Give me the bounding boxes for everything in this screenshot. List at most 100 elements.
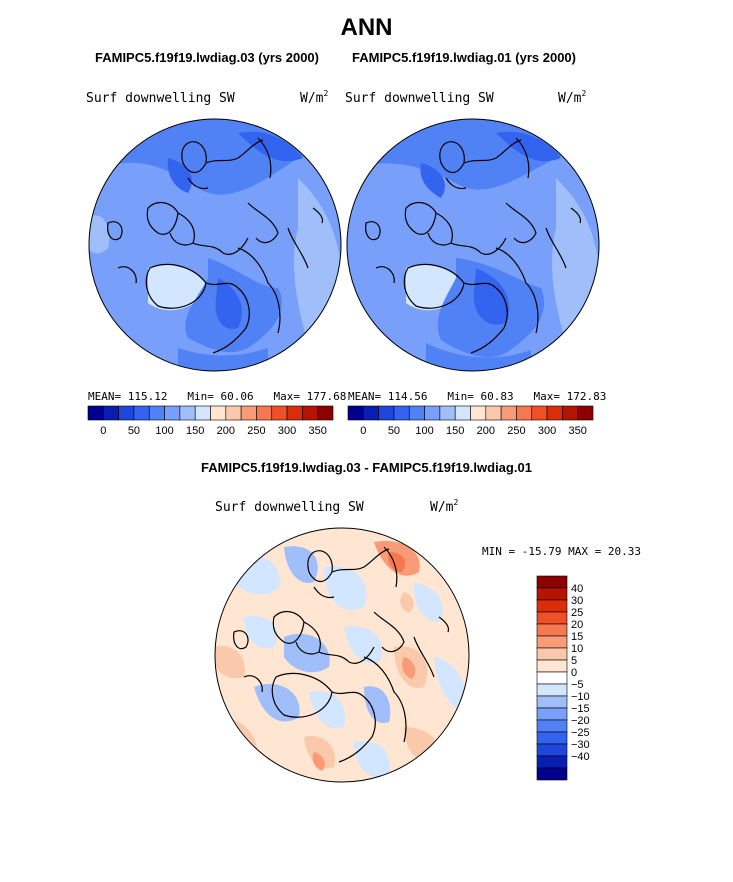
diff-colorbar-label: −40: [571, 751, 590, 763]
diff-colorbar-label: 25: [571, 607, 583, 619]
left-colorbar-swatch: [103, 405, 119, 421]
right-mean: MEAN= 114.56: [348, 390, 428, 403]
diff-colorbar-label: −10: [571, 691, 590, 703]
right-colorbar-label: 100: [415, 425, 433, 437]
left-colorbar-swatch: [148, 405, 165, 421]
figure-title: ANN: [340, 14, 393, 41]
right-colorbar-swatch: [470, 405, 487, 421]
right-colorbar-label: 50: [388, 425, 400, 437]
diff-colorbar-swatch: [536, 659, 568, 673]
diff-colorbar-swatch: [536, 767, 568, 781]
diff-colorbar-label: −25: [571, 727, 590, 739]
diff-colorbar-swatch: [536, 743, 568, 757]
diff-minmax: MIN = -15.79 MAX = 20.33: [482, 545, 641, 558]
difference-title: FAMIPC5.f19f19.lwdiag.03 - FAMIPC5.f19f1…: [201, 460, 532, 475]
left-colorbar-label: 350: [309, 425, 327, 437]
right-colorbar-swatch: [439, 405, 456, 421]
diff-colorbar-swatch: [536, 755, 568, 769]
diff-colorbar-label: 30: [571, 595, 583, 607]
left-min: Min= 60.06: [187, 390, 254, 403]
left-colorbar-label: 200: [217, 425, 235, 437]
diff-colorbar-label: −5: [571, 679, 584, 691]
left-colorbar-label: 150: [186, 425, 204, 437]
right-colorbar-swatch: [454, 405, 471, 421]
left-stats: MEAN= 115.12 Min= 60.06 Max= 177.68: [88, 390, 346, 403]
diff-colorbar-label: 40: [571, 583, 583, 595]
right-colorbar-swatch: [485, 405, 502, 421]
left-colorbar-swatch: [302, 405, 318, 421]
right-colorbar-swatch: [531, 405, 548, 421]
right-colorbar-swatch: [516, 405, 533, 421]
diff-colorbar-swatch: [536, 731, 568, 745]
diff-colorbar-swatch: [536, 623, 568, 637]
diff-colorbar-swatch: [536, 587, 568, 601]
right-units-label: W/m2: [558, 89, 587, 106]
diff-colorbar-label: 15: [571, 631, 583, 643]
right-stats: MEAN= 114.56 Min= 60.83 Max= 172.83: [348, 390, 606, 403]
diff-colorbar-label: 5: [571, 655, 577, 667]
diff-colorbar-swatch: [536, 707, 568, 721]
left-colorbar-label: 0: [100, 425, 106, 437]
right-colorbar-swatch: [393, 405, 410, 421]
left-case-title: FAMIPC5.f19f19.lwdiag.03 (yrs 2000): [95, 50, 319, 65]
right-colorbar-swatch: [500, 405, 517, 421]
left-colorbar-swatch: [164, 405, 181, 421]
left-max: Max= 177.68: [273, 390, 347, 403]
right-colorbar-swatch: [378, 405, 395, 421]
diff-colorbar-label: −30: [571, 739, 590, 751]
left-units-label: W/m2: [300, 89, 329, 106]
right-colorbar-label: 250: [507, 425, 525, 437]
diff-colorbar-swatch: [536, 575, 568, 589]
diff-colorbar-swatch: [536, 683, 568, 697]
left-colorbar-swatch: [118, 405, 135, 421]
right-case-title: FAMIPC5.f19f19.lwdiag.01 (yrs 2000): [352, 50, 576, 65]
left-colorbar-swatch: [317, 405, 334, 421]
left-mean: MEAN= 115.12: [88, 390, 168, 403]
right-variable-label: Surf downwelling SW: [345, 91, 494, 106]
right-max: Max= 172.83: [533, 390, 607, 403]
diff-colorbar-swatch: [536, 635, 568, 649]
right-colorbar-swatch: [347, 405, 364, 421]
diff-colorbar-swatch: [536, 599, 568, 613]
diff-colorbar-label: 0: [571, 667, 577, 679]
left-colorbar-label: 100: [155, 425, 173, 437]
diff-colorbar-label: −15: [571, 703, 590, 715]
left-colorbar: 0 50 100 150 200 250 300 350: [87, 405, 334, 437]
left-colorbar-swatch: [87, 405, 104, 421]
right-colorbar-label: 0: [360, 425, 366, 437]
diff-colorbar-swatch: [536, 611, 568, 625]
right-colorbar-swatch: [577, 405, 594, 421]
diff-colorbar-label: 10: [571, 643, 583, 655]
diff-colorbar-swatch: [536, 719, 568, 733]
right-colorbar-swatch: [562, 405, 578, 421]
diff-colorbar-label: −20: [571, 715, 590, 727]
right-polar-map: [346, 118, 600, 372]
right-colorbar-swatch: [408, 405, 425, 421]
difference-polar-map: [214, 527, 470, 783]
right-colorbar-label: 300: [538, 425, 556, 437]
diff-colorbar-swatch: [536, 671, 568, 685]
left-colorbar-swatch: [133, 405, 150, 421]
left-colorbar-swatch: [286, 405, 303, 421]
diff-colorbar-swatch: [536, 695, 568, 709]
right-colorbar-swatch: [424, 405, 441, 421]
left-colorbar-swatch: [256, 405, 273, 421]
diff-colorbar-label: 20: [571, 619, 583, 631]
left-polar-map: [88, 118, 342, 372]
right-colorbar: 0 50 100 150 200 250 300 350: [347, 405, 594, 437]
diff-colorbar-swatch: [536, 647, 568, 661]
left-colorbar-swatch: [271, 405, 288, 421]
left-colorbar-label: 300: [278, 425, 296, 437]
right-min: Min= 60.83: [447, 390, 514, 403]
left-colorbar-label: 50: [128, 425, 140, 437]
left-colorbar-swatch: [179, 405, 196, 421]
right-colorbar-label: 150: [446, 425, 464, 437]
left-colorbar-swatch: [210, 405, 227, 421]
left-colorbar-swatch: [225, 405, 242, 421]
left-colorbar-swatch: [194, 405, 211, 421]
diff-units-label: W/m2: [430, 498, 459, 515]
left-colorbar-label: 250: [247, 425, 265, 437]
left-variable-label: Surf downwelling SW: [86, 91, 235, 106]
right-colorbar-swatch: [546, 405, 563, 421]
